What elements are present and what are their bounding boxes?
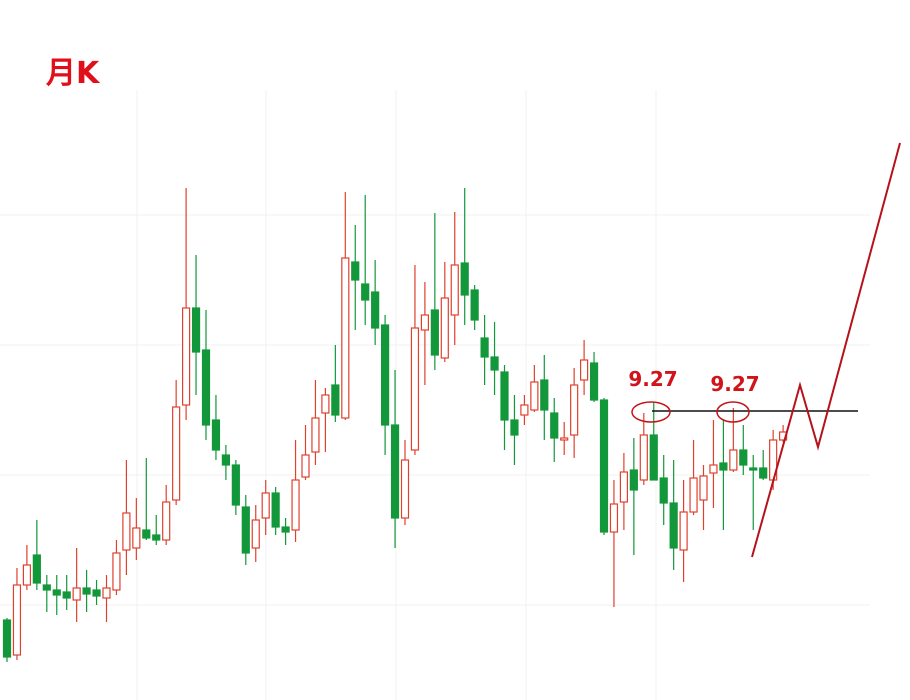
candle-body: [311, 417, 320, 453]
highlight-ellipse: [716, 401, 750, 423]
projection-line: [751, 142, 901, 558]
candle-body: [182, 307, 191, 406]
candle-body: [599, 399, 609, 533]
candle-body: [579, 359, 589, 381]
candle-body: [589, 362, 599, 401]
candle-body: [739, 449, 748, 466]
candle-body: [321, 394, 330, 414]
candle-body: [341, 257, 350, 419]
candle-body: [62, 591, 71, 599]
candle-body: [490, 356, 499, 371]
candle-body: [510, 419, 519, 436]
candle-body: [191, 307, 201, 353]
candle-body: [659, 477, 668, 504]
grid: [0, 90, 870, 700]
candle-body: [470, 289, 479, 321]
candle-body: [221, 454, 230, 466]
candle-body: [142, 529, 151, 539]
candle-body: [649, 434, 658, 481]
candle-body: [420, 314, 429, 331]
candle-body: [410, 327, 420, 451]
candle-body: [251, 519, 260, 549]
candle-body: [480, 337, 489, 358]
candle-body: [400, 459, 410, 519]
candle-body: [719, 462, 728, 471]
candle-body: [102, 587, 111, 599]
annotation: 9.27: [628, 367, 677, 391]
candle-body: [211, 419, 221, 451]
candle-body: [629, 469, 638, 491]
candle-body: [52, 589, 61, 596]
highlight-ellipse: [631, 401, 671, 423]
candle-body: [261, 492, 270, 519]
candle-body: [679, 511, 688, 551]
candle-body: [609, 503, 619, 533]
candle-body: [72, 587, 81, 601]
candle-body: [371, 291, 380, 329]
candle-body: [709, 464, 718, 474]
candle-body: [172, 406, 181, 501]
candles: [2, 188, 788, 662]
candle-body: [530, 381, 539, 411]
candle-body: [619, 471, 629, 503]
candle-body: [331, 384, 340, 416]
candle-body: [500, 371, 509, 421]
candle-body: [42, 584, 51, 591]
candle-body: [12, 584, 22, 656]
candle-body: [669, 502, 678, 549]
candle-body: [759, 467, 768, 479]
candle-body: [460, 262, 469, 296]
candle-body: [271, 492, 280, 528]
candle-body: [152, 534, 161, 541]
annotation: 9.27: [710, 372, 759, 396]
candle-body: [361, 283, 370, 301]
candle-body: [550, 412, 559, 439]
chart-title: 月K: [46, 56, 101, 91]
candle-body: [122, 512, 131, 551]
candle-body: [450, 264, 459, 316]
candle-body: [390, 424, 400, 519]
candle-body: [291, 479, 300, 531]
candle-body: [301, 454, 310, 478]
candle-body: [570, 384, 579, 436]
candle-body: [430, 309, 439, 356]
candle-body: [639, 434, 648, 481]
candle-body: [440, 297, 449, 359]
candle-body: [520, 404, 529, 416]
candle-body: [92, 589, 101, 597]
candle-body: [2, 619, 12, 658]
candle-body: [82, 587, 91, 595]
candle-body: [689, 477, 698, 513]
candle-body: [241, 506, 250, 554]
candle-body: [162, 501, 171, 541]
candle-body: [201, 349, 211, 426]
candle-body: [560, 437, 569, 441]
candle-body: [22, 564, 31, 586]
candle-body: [351, 261, 360, 281]
candle-body: [699, 475, 708, 501]
candle-body: [32, 554, 41, 584]
candle-body: [729, 449, 738, 471]
candle-body: [281, 526, 290, 533]
candle-body: [540, 379, 549, 411]
candle-body: [749, 467, 758, 471]
candle-body: [112, 552, 121, 591]
candle-body: [132, 527, 141, 549]
candle-body: [231, 464, 240, 506]
candle-body: [381, 324, 390, 426]
